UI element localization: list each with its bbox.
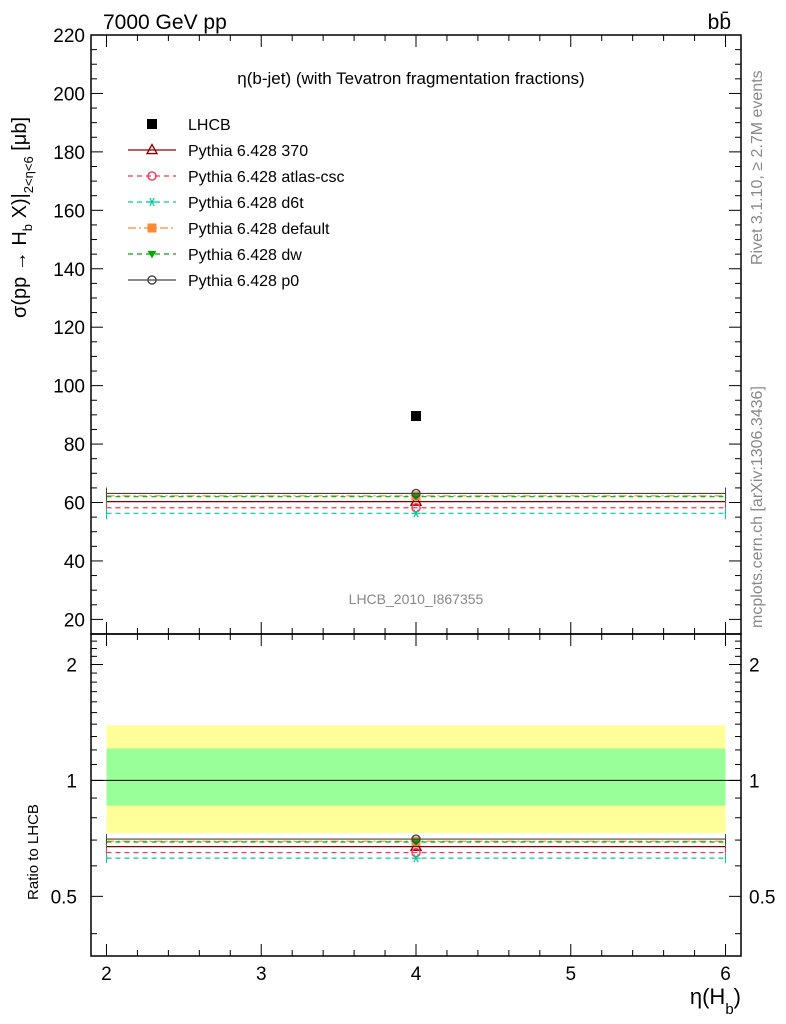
main-y-tick-label-6: 140	[53, 260, 85, 281]
ratio-y-tick-label-right-2: 2	[749, 655, 760, 676]
legend-label-0: LHCB	[188, 117, 231, 134]
ratio-y-tick-label-left-0: 0.5	[51, 887, 77, 908]
x-axis-label: η(Hb)	[690, 984, 741, 1018]
x-tick-label-1: 3	[256, 964, 267, 985]
main-y-tick-label-4: 100	[53, 377, 85, 398]
x-tick-label-0: 2	[101, 964, 112, 985]
ratio-uncertainty-bands	[91, 725, 741, 834]
main-y-tick-label-0: 20	[64, 610, 85, 631]
legend-marker-6	[147, 275, 157, 285]
legend-marker-5	[147, 250, 157, 259]
main-y-tick-label-10: 220	[53, 26, 85, 47]
data-point-lhcb	[411, 411, 421, 422]
ratio-plot-series	[105, 834, 727, 864]
main-y-tick-label-1: 40	[64, 552, 85, 573]
ratio-y-tick-label-left-1: 1	[66, 771, 77, 792]
x-tick-label-4: 6	[720, 964, 731, 985]
ratio-y-tick-label-left-2: 2	[66, 655, 77, 676]
main-y-tick-label-2: 60	[64, 494, 85, 515]
legend-label-6: Pythia 6.428 p0	[188, 273, 299, 290]
ratio-series-marker-3	[411, 853, 421, 863]
legend-marker-3	[147, 197, 157, 207]
main-series-marker-6	[411, 488, 421, 499]
main-y-tick-label-9: 200	[53, 84, 85, 105]
ratio-band-1	[106, 748, 726, 806]
ratio-y-tick-label-right-0: 0.5	[749, 887, 775, 908]
legend-label-4: Pythia 6.428 default	[188, 221, 330, 238]
ratio-y-axis-label: Ratio to LHCB	[25, 804, 42, 900]
legend: LHCB Pythia 6.428 370 Pythia 6.428 atlas-c…	[128, 117, 345, 290]
main-plot-series	[105, 411, 727, 520]
ratio-series-marker-2	[411, 847, 421, 858]
legend-marker-0	[147, 119, 157, 129]
main-plot-title: η(b-jet) (with Tevatron fragmentation fr…	[237, 69, 584, 88]
main-y-tick-label-8: 180	[53, 143, 85, 164]
x-tick-label-3: 5	[565, 964, 576, 985]
legend-label-1: Pythia 6.428 370	[188, 143, 308, 160]
legend-marker-2	[147, 171, 157, 181]
x-tick-label-2: 4	[411, 964, 422, 985]
legend-marker-1	[145, 143, 159, 155]
mcplots-label: mcplots.cern.ch [arXiv:1306.3436]	[749, 386, 766, 628]
legend-label-3: Pythia 6.428 d6t	[188, 195, 304, 212]
main-y-tick-label-7: 160	[53, 201, 85, 222]
header-process-label: bb̄	[708, 11, 731, 34]
ratio-series-marker-1	[409, 839, 423, 851]
ratio-y-tick-label-right-1: 1	[749, 771, 760, 792]
header-energy-label: 7000 GeV pp	[103, 11, 227, 34]
legend-marker-4	[147, 223, 157, 233]
ratio-series-marker-6	[411, 834, 421, 844]
main-series-marker-3	[411, 509, 421, 518]
main-y-axis-label: σ(pp → Hb X)|2<η<6 [μb]	[9, 117, 36, 318]
main-series-marker-1	[409, 494, 423, 506]
main-y-tick-label-5: 120	[53, 318, 85, 339]
legend-label-5: Pythia 6.428 dw	[188, 247, 302, 264]
legend-label-2: Pythia 6.428 atlas-csc	[188, 169, 345, 186]
main-y-tick-label-3: 80	[64, 435, 85, 456]
rivet-version-label: Rivet 3.1.10, ≥ 2.7M events	[749, 70, 766, 265]
plot-axes: 20 40 60 80 100 120 140 160 180 200 220 2 3 4 5 6 0.5 0.5…	[51, 26, 776, 985]
analysis-watermark: LHCB_2010_I867355	[349, 591, 484, 607]
main-series-marker-2	[411, 503, 421, 513]
